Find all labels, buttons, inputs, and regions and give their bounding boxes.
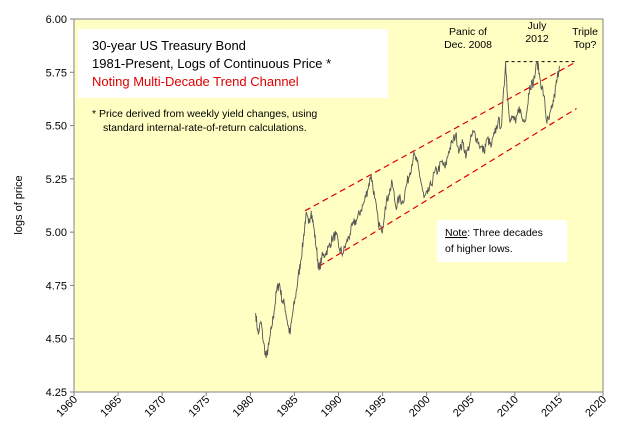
annotation-panic-2008: Panic of Dec. 2008 [444,26,492,51]
annotation-panic-line-1: Panic of [449,26,487,38]
x-tick-label: 2015 [539,394,565,420]
y-tick-label: 4.75 [46,280,67,292]
x-tick-label: 1965 [98,394,124,420]
title-line-1: 30-year US Treasury Bond [92,38,246,53]
trend-line-lower [318,108,577,267]
title-line-2: 1981-Present, Logs of Continuous Price * [92,56,331,71]
x-tick-label: 1985 [275,394,301,420]
trend-channel [304,61,577,267]
annotation-triple-top: Triple Top? [572,26,598,51]
x-tick-label: 1975 [187,394,213,420]
x-tick-label: 1995 [363,394,389,420]
footnote-line-2: standard internal-rate-of-return calcula… [103,122,307,134]
annotation-triple-line-1: Triple [572,26,598,38]
x-tick-label: 2020 [583,394,609,420]
y-tick-label: 5.75 [46,67,67,79]
title-box-background [78,29,388,98]
note-line-2: of higher lows. [445,243,513,255]
trend-line-upper [304,61,577,212]
x-tick-label: 1980 [231,394,257,420]
note-text-1: : Three decades [467,227,543,239]
price-series-line [255,60,560,358]
note-label: Note [445,227,467,239]
y-tick-label: 5.00 [46,227,67,239]
y-tick-label: 5.50 [46,121,67,133]
x-tick-label: 2000 [407,394,433,420]
note-line-1: Note: Three decades [445,227,543,239]
x-axis: 1960 1965 1970 1975 1980 1985 1990 1995 2000 2005… [54,392,609,419]
footnote-line-1: * Price derived from weekly yield change… [92,108,317,120]
note-box: Note: Three decades of higher lows. [437,220,567,262]
x-tick-label: 1970 [142,394,168,420]
x-tick-label: 2010 [495,394,521,420]
y-tick-label: 4.25 [46,387,67,399]
y-axis-label: logs of price [13,175,25,234]
x-tick-label: 1990 [319,394,345,420]
annotation-panic-line-2: Dec. 2008 [444,39,492,51]
y-axis: 4.25 4.50 4.75 5.00 5.25 5.50 5.75 6.00 [46,14,74,399]
title-box: 30-year US Treasury Bond 1981-Present, L… [78,29,388,98]
annotation-july-line-1: July [528,20,547,32]
x-tick-label: 2005 [451,394,477,420]
y-tick-label: 6.00 [46,14,67,26]
annotation-july-line-2: 2012 [525,33,549,45]
subtitle: Noting Multi-Decade Trend Channel [92,74,299,89]
y-tick-label: 5.25 [46,174,67,186]
annotation-triple-line-2: Top? [574,39,597,51]
annotation-july-2012: July 2012 [525,20,549,45]
y-tick-label: 4.50 [46,334,67,346]
note-box-background [437,220,567,262]
